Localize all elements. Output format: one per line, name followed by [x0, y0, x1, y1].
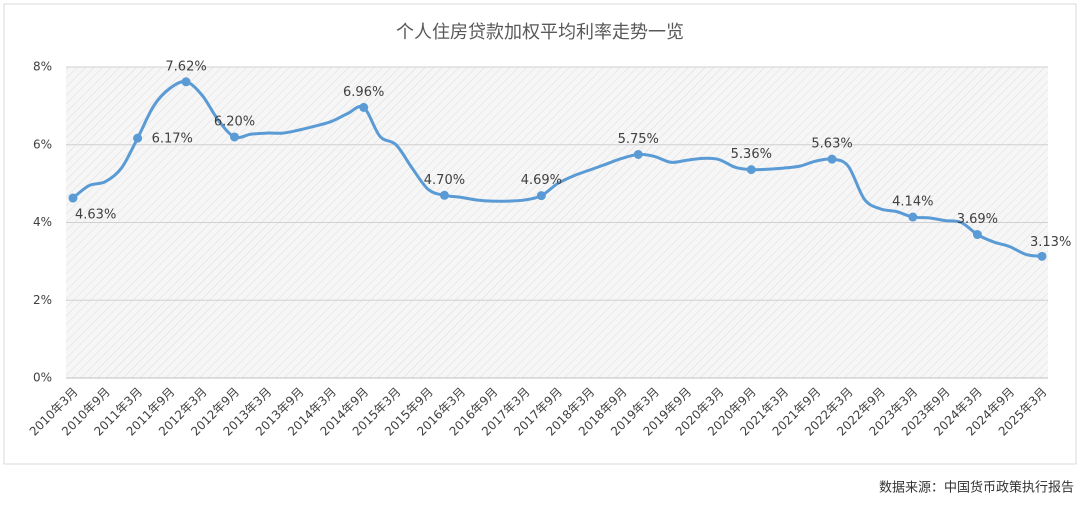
data-point: [536, 191, 546, 201]
data-point: [827, 154, 837, 164]
chart-title: 个人住房贷款加权平均利率走势一览: [396, 22, 684, 43]
data-point: [972, 230, 982, 240]
data-point: [633, 149, 643, 159]
data-label: 4.14%: [892, 195, 933, 210]
data-point: [133, 133, 143, 143]
data-point: [181, 77, 191, 87]
data-point: [359, 102, 369, 112]
data-label: 6.20%: [214, 114, 255, 129]
data-label: 4.69%: [521, 173, 562, 188]
data-point: [439, 190, 449, 200]
y-tick-label: 2%: [33, 293, 52, 307]
data-label: 6.96%: [343, 85, 384, 100]
data-label: 7.62%: [165, 59, 206, 74]
data-point: [230, 132, 239, 142]
y-tick-label: 8%: [33, 60, 52, 74]
data-label: 6.17%: [152, 132, 193, 147]
y-tick-label: 6%: [33, 137, 52, 151]
y-tick-label: 0%: [33, 371, 52, 385]
data-point: [1037, 251, 1047, 261]
data-label: 5.75%: [618, 132, 659, 147]
data-label: 3.13%: [1030, 235, 1071, 250]
data-label: 4.70%: [424, 173, 465, 188]
y-tick-label: 4%: [33, 215, 52, 229]
data-point: [68, 193, 78, 203]
source-note: 数据来源：中国货币政策执行报告: [879, 480, 1074, 496]
data-label: 5.36%: [731, 147, 772, 162]
data-point: [908, 212, 918, 222]
data-label: 4.63%: [75, 208, 116, 223]
data-label: 5.63%: [811, 137, 852, 152]
data-point: [746, 165, 756, 175]
data-label: 3.69%: [957, 212, 998, 227]
